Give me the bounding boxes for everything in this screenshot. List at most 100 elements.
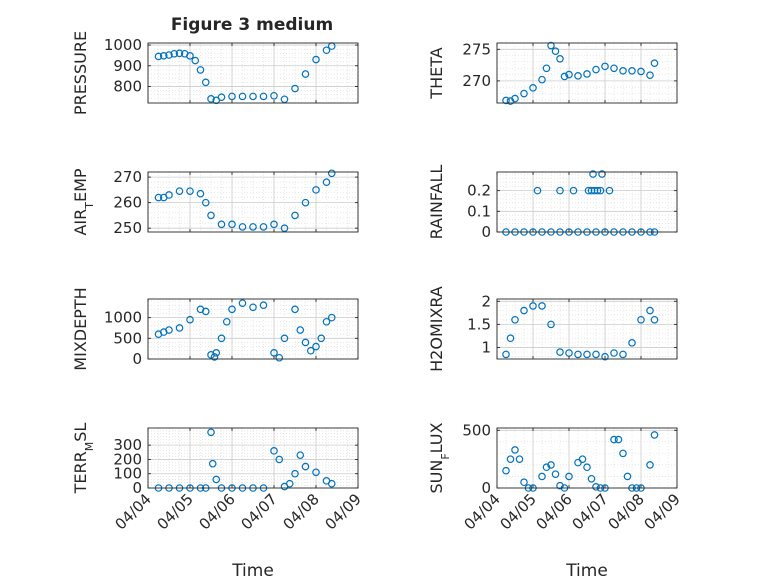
panel-2-data-point — [520, 89, 528, 98]
panel-1-data-point — [312, 55, 320, 64]
panel-2-data-point — [610, 64, 618, 73]
panel-1-data-point — [291, 84, 299, 93]
panel-3-data-point — [238, 223, 247, 231]
panel-1-data-point — [322, 46, 331, 55]
panel-7-data-point — [275, 455, 284, 464]
panel-6-y-tick-label: 2 — [481, 292, 491, 310]
panel-1-data-point — [175, 49, 184, 58]
panel-7-data-point — [327, 479, 336, 488]
panel-5-data-point — [270, 348, 278, 357]
panel-3-data-point — [249, 223, 257, 231]
panel-2-data-point — [601, 62, 609, 71]
panel-4-y-tick-label: 0.2 — [467, 182, 491, 200]
panel-8-data-point — [592, 483, 600, 491]
panel-7-y-axis-label: TERRMSL — [71, 423, 96, 495]
panel-5-data-point — [291, 305, 299, 314]
panel-8-data-point — [542, 463, 551, 472]
panel-1-data-point — [238, 92, 247, 101]
panel-4-data-point — [589, 170, 597, 178]
panel-6-data-point — [529, 302, 537, 310]
panel-6-data-point — [592, 350, 600, 359]
panel-5-y-axis-label: MIXDEPTH — [71, 287, 90, 370]
panel-5-data-point — [238, 299, 247, 307]
panel-6-data-point — [547, 320, 555, 329]
panel-1-data-point — [228, 92, 236, 101]
panel-1-data-point — [280, 95, 289, 104]
panel-3-data-point — [186, 187, 194, 195]
panel-5-data-point — [201, 307, 210, 316]
panel-6-data-point — [628, 339, 636, 347]
panel-8-data-point — [547, 461, 555, 469]
panel-2-y-axis-label: THETA — [427, 47, 446, 99]
panel-3-data-point — [207, 211, 215, 220]
panel-7-data-point — [296, 451, 305, 459]
panel-3-y-axis-label: AIRTEMP — [71, 168, 96, 235]
panel-1-data-point — [165, 51, 173, 59]
panel-5-data-point — [301, 338, 310, 347]
panel-1-y-tick-label: 800 — [113, 77, 142, 95]
panel-6-data-point — [619, 350, 627, 359]
panel-8-axes-box — [496, 427, 678, 489]
panel-2-data-point — [637, 67, 645, 76]
panel-1-data-point — [270, 91, 278, 100]
panel-2-data-point — [538, 75, 546, 84]
panel-5-data-point — [210, 353, 219, 361]
panel-5-data-point — [228, 305, 236, 314]
panel-2-data-point — [628, 66, 636, 75]
panel-8-data-point — [520, 478, 528, 487]
panel-2-data-point — [650, 59, 659, 68]
panel-3-data-point — [280, 224, 289, 232]
panel-4-data-point — [605, 186, 614, 195]
panel-8-data-point — [565, 472, 573, 481]
panel-3-data-point — [301, 198, 310, 207]
panel-1-data-point — [249, 92, 257, 101]
panel-7-data-point — [207, 428, 215, 437]
panel-1-data-point — [154, 52, 163, 61]
panel-3-data-point — [165, 191, 173, 199]
panel-6-data-point — [556, 348, 564, 356]
panel-2-y-tick-label: 270 — [462, 72, 491, 90]
panel-6-axes-box — [496, 298, 678, 360]
panel-6-data-point — [538, 302, 546, 310]
panel-2-data-point — [619, 66, 627, 75]
panel-7-data-point — [270, 447, 278, 455]
panel-4-y-tick-label: 0 — [481, 223, 491, 241]
panel-3-axes-box — [147, 171, 359, 233]
panel-6-y-axis-label: H2OMIXRA — [427, 286, 446, 372]
panel-5-data-point — [217, 334, 226, 343]
panel-4-data-point — [593, 186, 602, 195]
panel-2-data-point — [565, 70, 573, 79]
panel-8-data-point — [538, 472, 546, 481]
panel-8-data-point — [578, 455, 587, 463]
panel-6-data-point — [610, 349, 618, 357]
panel-7-data-point — [208, 459, 217, 468]
panel-2-data-point — [646, 71, 654, 80]
panel-1-data-point — [196, 66, 205, 74]
panel-6-data-point — [601, 352, 609, 361]
panel-5-data-point — [175, 324, 184, 332]
panel-5-data-point — [249, 303, 257, 312]
panel-7-x-axis-label: Time — [231, 561, 274, 581]
panel-7-data-point — [212, 475, 221, 484]
panel-5-data-point — [296, 326, 305, 334]
panel-5-data-point — [186, 315, 194, 324]
panel-6-data-point — [583, 350, 591, 359]
panel-5-data-point — [312, 342, 320, 351]
panel-4-y-tick-label: 0.1 — [467, 202, 491, 220]
panel-1-y-tick-label: 900 — [113, 57, 142, 75]
panel-3-data-point — [228, 220, 236, 229]
panel-5-axes-box — [147, 298, 359, 360]
panel-1-data-point — [201, 78, 210, 87]
panel-6-data-point — [511, 315, 519, 324]
panel-2-y-tick-label: 275 — [462, 40, 491, 58]
panel-7-data-point — [291, 469, 299, 478]
panel-1-data-point — [191, 56, 200, 65]
panel-8-y-tick-label: 500 — [462, 421, 491, 439]
panel-7-y-tick-label: 300 — [113, 436, 142, 454]
panel-5-data-point — [212, 348, 221, 357]
panel-8-y-tick-label: 0 — [481, 479, 491, 497]
panel-1-data-point — [159, 52, 168, 60]
panel-8-data-point — [515, 455, 524, 463]
panel-1-data-point — [301, 70, 310, 78]
panel-3-data-point — [201, 198, 210, 207]
